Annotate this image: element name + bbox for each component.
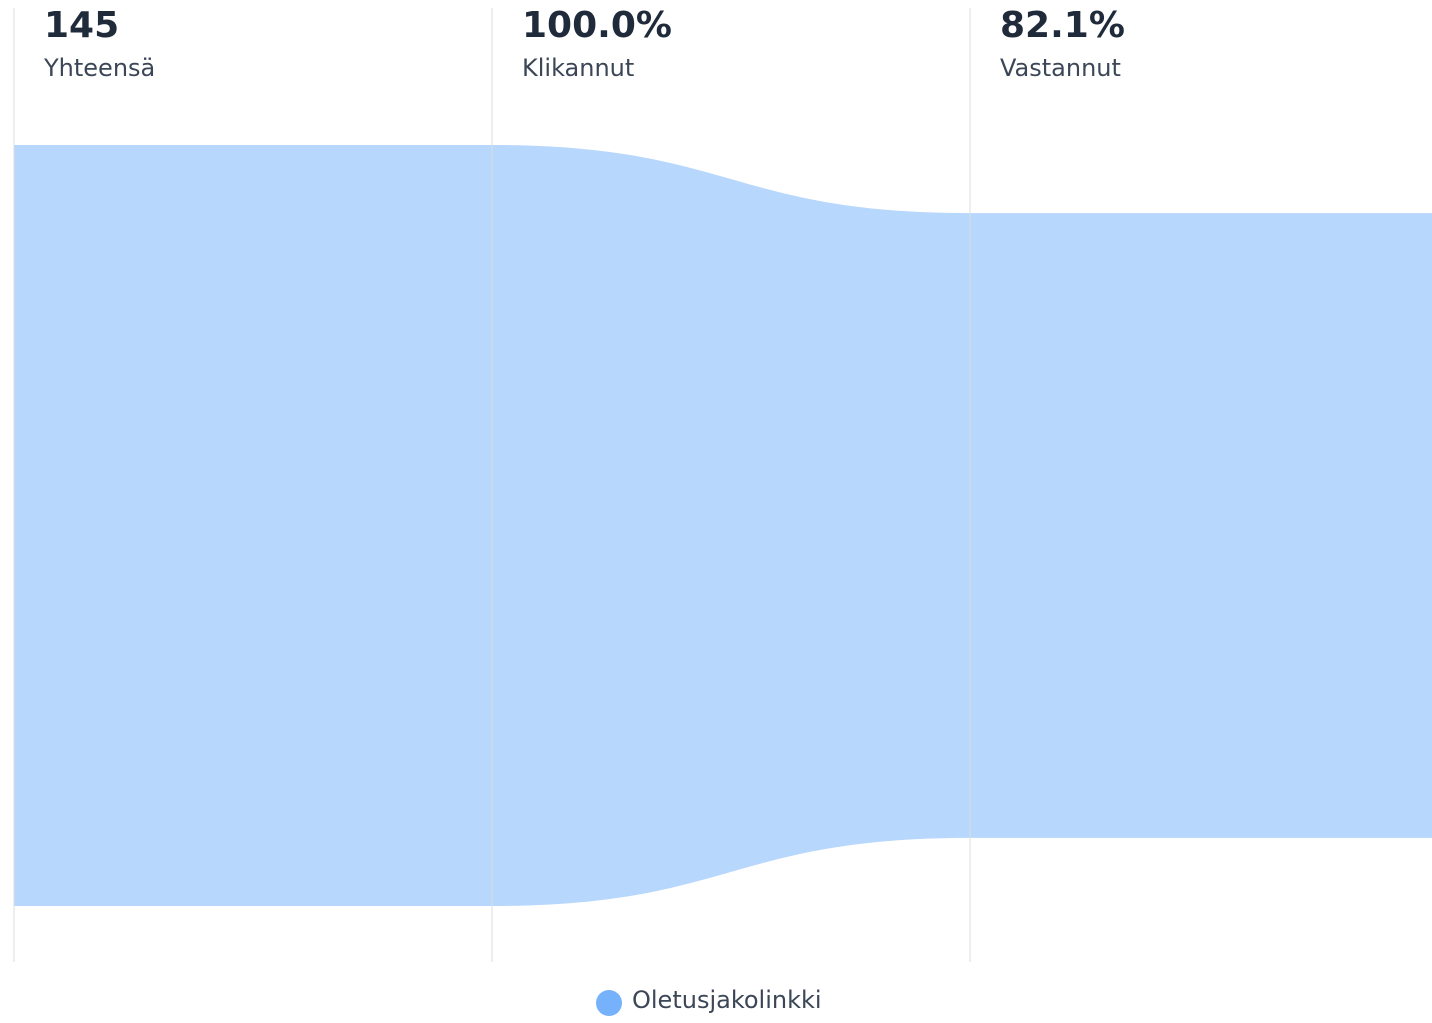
funnel-segment bbox=[492, 145, 970, 906]
legend-marker bbox=[596, 990, 622, 1016]
stage-value: 82.1% bbox=[1000, 5, 1125, 46]
funnel-segment bbox=[970, 213, 1432, 838]
legend-label: Oletusjakolinkki bbox=[632, 986, 822, 1014]
stage-label: Klikannut bbox=[522, 54, 634, 82]
stage-value: 100.0% bbox=[522, 5, 672, 46]
stage-value: 145 bbox=[44, 5, 119, 46]
funnel-segment bbox=[14, 145, 492, 906]
stage-label: Yhteensä bbox=[43, 54, 155, 82]
stage-label: Vastannut bbox=[1000, 54, 1121, 82]
